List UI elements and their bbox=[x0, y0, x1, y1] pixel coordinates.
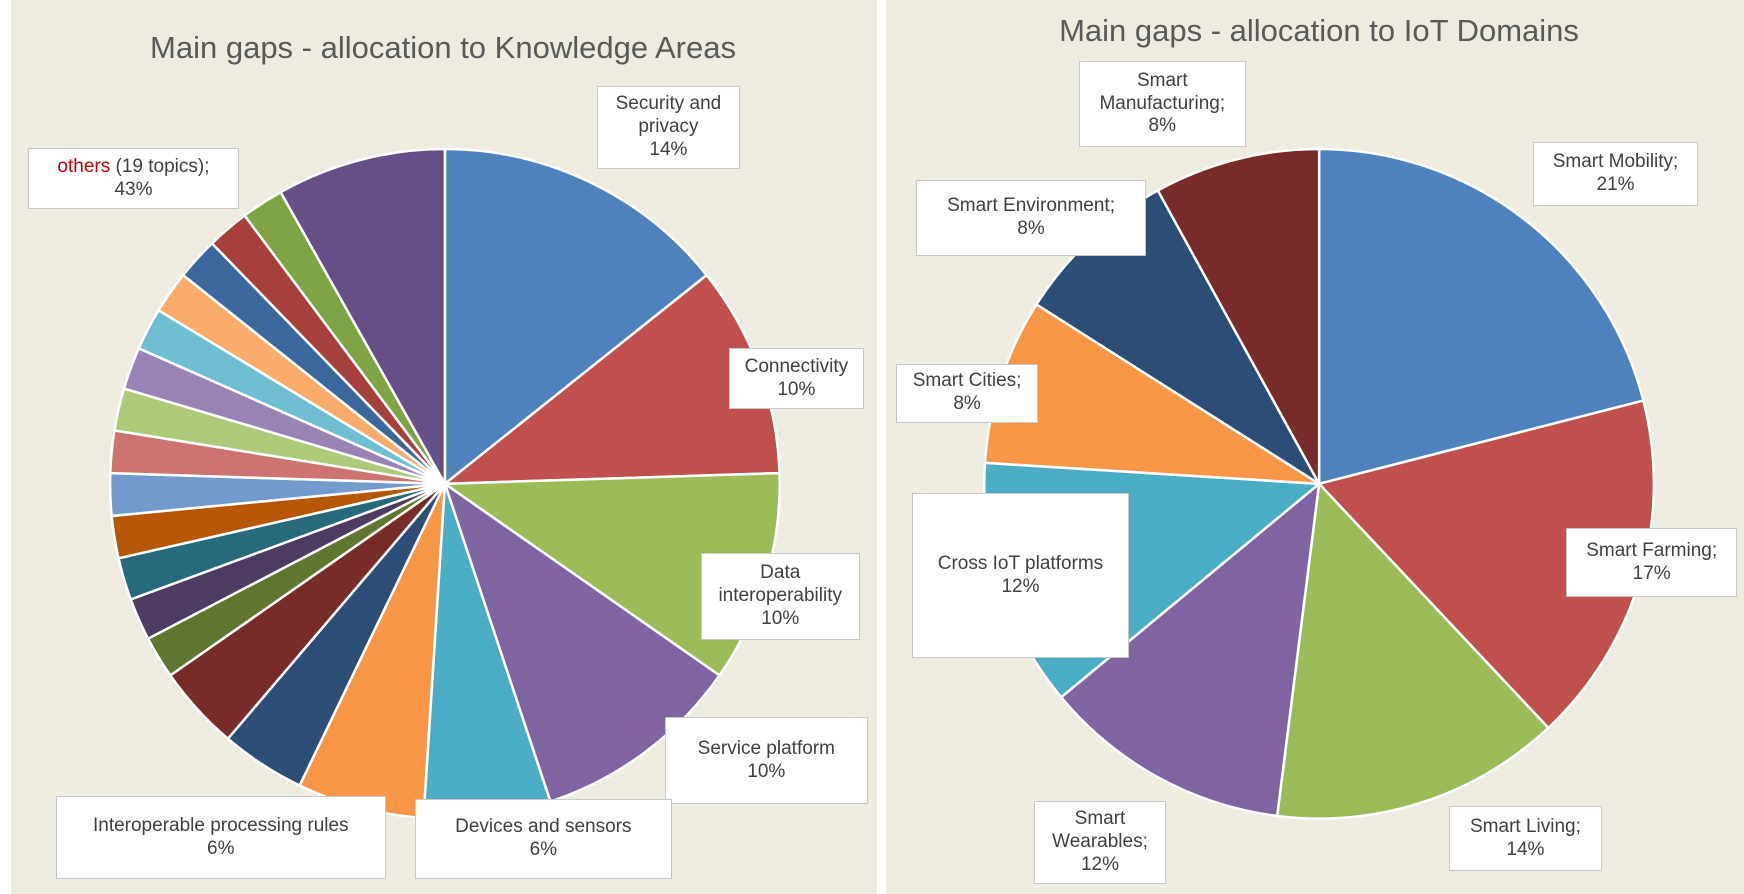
data-label: Smart Wearables; 12% bbox=[1034, 800, 1166, 885]
label-value: 8% bbox=[1017, 217, 1045, 239]
data-label: Service platform 10% bbox=[665, 717, 868, 805]
data-label: Smart Mobility; 21% bbox=[1532, 142, 1699, 206]
pie-slice bbox=[1275, 482, 1550, 820]
label-value: 43% bbox=[114, 178, 153, 200]
label-category: Connectivity bbox=[744, 355, 849, 377]
label-category: Smart Cities; bbox=[912, 370, 1022, 392]
pie-slice bbox=[443, 482, 721, 803]
label-category: Service platform bbox=[697, 737, 835, 759]
label-value: 14% bbox=[649, 138, 688, 160]
pie-slice bbox=[443, 147, 708, 486]
label-category: Smart Environment; bbox=[947, 195, 1115, 217]
pie-slice bbox=[1317, 147, 1645, 486]
data-label: Smart Manufacturing; 8% bbox=[1078, 61, 1246, 147]
data-label: Devices and sensors 6% bbox=[414, 798, 672, 879]
label-category: Interoperable processing rules bbox=[92, 814, 349, 836]
label-value: 17% bbox=[1632, 562, 1671, 584]
chart-title: Main gaps - allocation to IoT Domains bbox=[1059, 13, 1579, 48]
label-value: 12% bbox=[1001, 575, 1040, 597]
data-label: Interoperable processing rules 6% bbox=[55, 796, 386, 879]
label-value: 12% bbox=[1080, 853, 1119, 875]
pie-slice bbox=[1059, 482, 1321, 818]
label-value: 10% bbox=[777, 378, 816, 400]
data-label: Connectivity 10% bbox=[728, 348, 865, 410]
label-value: 6% bbox=[207, 837, 235, 859]
others-note: (19 topics); bbox=[115, 155, 210, 177]
data-label: Smart Farming; 17% bbox=[1566, 528, 1738, 598]
label-category: Security and privacy bbox=[615, 93, 722, 137]
pie-slice bbox=[279, 147, 447, 486]
chart-title: Main gaps - allocation to Knowledge Area… bbox=[150, 30, 736, 65]
label-value: 10% bbox=[761, 607, 800, 629]
data-label: Cross IoT platforms 12% bbox=[912, 492, 1129, 659]
label-value: 14% bbox=[1506, 838, 1545, 860]
data-label: Data interoperability 10% bbox=[700, 552, 860, 640]
label-value: 21% bbox=[1596, 174, 1635, 196]
label-category: Smart Manufacturing; bbox=[1099, 69, 1226, 114]
label-category: Smart Mobility; bbox=[1552, 151, 1679, 173]
label-value: 10% bbox=[747, 760, 786, 782]
label-value: 8% bbox=[953, 393, 981, 415]
label-value: 6% bbox=[529, 838, 558, 860]
pie-slice bbox=[1156, 147, 1321, 486]
data-label: Smart Cities; 8% bbox=[896, 363, 1038, 423]
label-category: Cross IoT platforms bbox=[937, 552, 1104, 574]
label-category: Smart Living; bbox=[1470, 815, 1581, 837]
data-label: Smart Environment; 8% bbox=[916, 180, 1146, 256]
data-label: Smart Living; 14% bbox=[1449, 806, 1602, 871]
label-value: 8% bbox=[1148, 115, 1177, 137]
label-category: Smart Wearables; bbox=[1052, 808, 1148, 853]
data-label: Security and privacy 14% bbox=[597, 85, 740, 170]
others-line: others (19 topics); bbox=[57, 156, 209, 179]
label-category: Data interoperability bbox=[718, 561, 843, 606]
label-category: Smart Farming; bbox=[1586, 539, 1718, 561]
label-category: Devices and sensors bbox=[455, 815, 632, 837]
others-name: others bbox=[57, 155, 111, 177]
others-label: others (19 topics); 43% bbox=[27, 147, 240, 210]
